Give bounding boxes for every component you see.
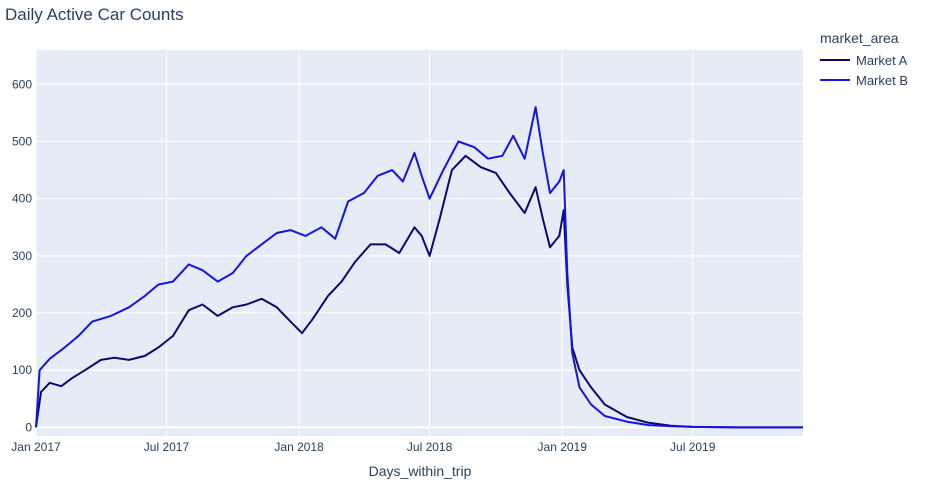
- x-tick-label: Jan 2018: [274, 440, 324, 454]
- chart-title: Daily Active Car Counts: [5, 5, 184, 24]
- y-axis-ticks: 0 100 200 300 400 500 600: [12, 77, 32, 434]
- y-tick-label: 400: [12, 192, 32, 206]
- x-tick-label: Jan 2019: [538, 440, 588, 454]
- y-tick-label: 600: [12, 77, 32, 91]
- y-tick-label: 300: [12, 249, 32, 263]
- legend-swatch-market-b: [820, 79, 850, 81]
- series-line-market-b[interactable]: [35, 106, 803, 429]
- legend-item-market-b[interactable]: Market B: [820, 70, 908, 90]
- legend-item-market-a[interactable]: Market A: [820, 50, 908, 70]
- grid-lines: [35, 50, 803, 436]
- x-tick-label: Jul 2018: [407, 440, 453, 454]
- x-tick-label: Jul 2019: [670, 440, 716, 454]
- legend-title: market_area: [820, 30, 899, 46]
- x-axis-title: Days_within_trip: [369, 463, 472, 479]
- x-tick-label: Jul 2017: [144, 440, 190, 454]
- y-tick-label: 100: [12, 363, 32, 377]
- legend-label-market-b: Market B: [856, 72, 909, 88]
- legend: market_area Market A Market B: [820, 30, 908, 90]
- x-tick-label: Jan 2017: [11, 440, 61, 454]
- y-tick-label: 500: [12, 134, 32, 148]
- series-line-market-a[interactable]: [35, 154, 803, 429]
- y-tick-label: 200: [12, 306, 32, 320]
- series-lines: [35, 106, 803, 429]
- legend-swatch-market-a: [820, 59, 850, 61]
- legend-label-market-a: Market A: [856, 52, 908, 68]
- y-tick-label: 0: [25, 420, 32, 434]
- x-axis-ticks: Jan 2017 Jul 2017 Jan 2018 Jul 2018 Jan 2019…: [11, 440, 715, 454]
- plot-background: [36, 50, 803, 436]
